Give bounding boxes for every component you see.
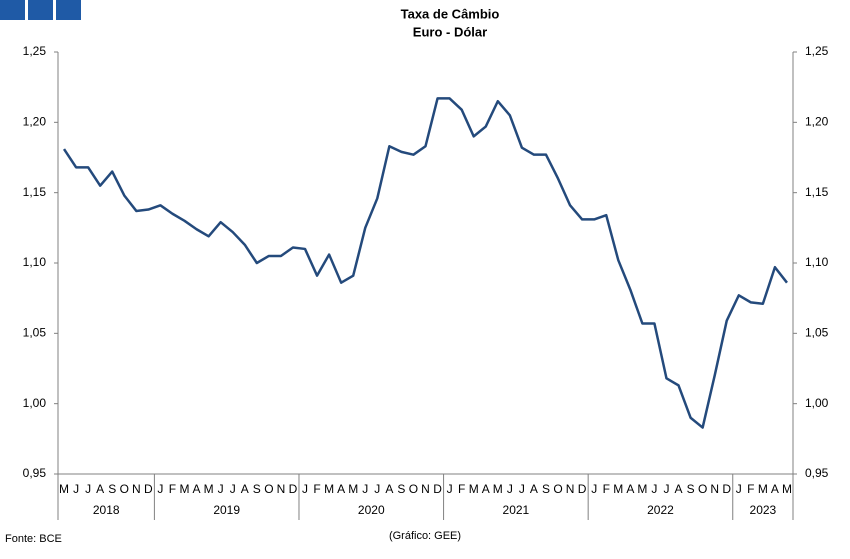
x-tick-label: A [337, 482, 345, 496]
x-tick-label: J [73, 482, 79, 496]
x-tick-label: A [241, 482, 249, 496]
x-tick-label: J [374, 482, 380, 496]
x-tick-label: M [180, 482, 190, 496]
y-tick-label: 1,15 [23, 185, 47, 199]
x-tick-label: A [626, 482, 634, 496]
x-tick-label: J [651, 482, 657, 496]
x-tick-label: O [264, 482, 273, 496]
x-tick-label: S [542, 482, 550, 496]
x-tick-label: S [108, 482, 116, 496]
x-tick-label: M [493, 482, 503, 496]
x-tick-label: J [302, 482, 308, 496]
year-label: 2021 [503, 503, 530, 517]
x-tick-label: J [157, 482, 163, 496]
y2-tick-label: 1,20 [805, 115, 829, 129]
y-tick-label: 1,10 [23, 255, 47, 269]
x-tick-label: A [482, 482, 490, 496]
x-tick-label: J [736, 482, 742, 496]
x-tick-label: O [553, 482, 562, 496]
x-tick-label: F [603, 482, 610, 496]
x-tick-label: D [144, 482, 153, 496]
x-tick-label: F [313, 482, 320, 496]
y2-tick-label: 1,25 [805, 44, 829, 58]
x-tick-label: M [469, 482, 479, 496]
logo-block [56, 0, 81, 20]
x-tick-label: S [397, 482, 405, 496]
data-line [62, 97, 788, 429]
x-tick-label: D [722, 482, 731, 496]
x-tick-label: A [530, 482, 538, 496]
y-tick-label: 1,00 [23, 396, 47, 410]
x-tick-label: N [710, 482, 719, 496]
x-tick-label: F [747, 482, 754, 496]
x-tick-label: D [433, 482, 442, 496]
y2-tick-label: 0,95 [805, 466, 829, 480]
x-tick-label: N [421, 482, 430, 496]
year-label: 2019 [213, 503, 240, 517]
x-tick-label: J [519, 482, 525, 496]
y-tick-label: 1,05 [23, 326, 47, 340]
logo-block [0, 0, 25, 20]
x-tick-label: N [566, 482, 575, 496]
x-tick-label: J [218, 482, 224, 496]
x-tick-label: M [59, 482, 69, 496]
x-tick-label: A [771, 482, 779, 496]
x-tick-label: A [385, 482, 393, 496]
y-tick-label: 0,95 [23, 466, 47, 480]
chart-subtitle: Euro - Dólar [413, 24, 487, 39]
y2-tick-label: 1,05 [805, 326, 829, 340]
x-tick-label: N [132, 482, 141, 496]
x-tick-label: A [675, 482, 683, 496]
x-tick-label: O [698, 482, 707, 496]
x-tick-label: J [230, 482, 236, 496]
y-tick-label: 1,25 [23, 44, 47, 58]
x-tick-label: J [362, 482, 368, 496]
x-tick-label: M [348, 482, 358, 496]
x-tick-label: M [204, 482, 214, 496]
x-tick-label: J [85, 482, 91, 496]
x-tick-label: J [591, 482, 597, 496]
x-tick-label: O [120, 482, 129, 496]
x-tick-label: N [277, 482, 286, 496]
x-tick-label: S [687, 482, 695, 496]
x-tick-label: J [663, 482, 669, 496]
x-tick-label: S [253, 482, 261, 496]
year-label: 2018 [93, 503, 120, 517]
y-tick-label: 1,20 [23, 115, 47, 129]
x-tick-label: J [507, 482, 513, 496]
x-tick-label: M [758, 482, 768, 496]
x-tick-label: D [578, 482, 587, 496]
x-tick-label: F [169, 482, 176, 496]
x-tick-label: J [447, 482, 453, 496]
x-tick-label: M [782, 482, 792, 496]
x-tick-label: F [458, 482, 465, 496]
x-tick-label: M [613, 482, 623, 496]
year-label: 2022 [647, 503, 674, 517]
chart-title: Taxa de Câmbio [401, 6, 500, 21]
x-tick-label: M [324, 482, 334, 496]
x-tick-label: D [289, 482, 298, 496]
x-tick-label: M [637, 482, 647, 496]
x-tick-label: O [409, 482, 418, 496]
logo-block [28, 0, 53, 20]
x-tick-label: A [193, 482, 201, 496]
y2-tick-label: 1,00 [805, 396, 829, 410]
y2-tick-label: 1,15 [805, 185, 829, 199]
x-tick-label: A [96, 482, 104, 496]
source: Fonte: BCE [5, 533, 62, 545]
note: (Gráfico: GEE) [389, 530, 461, 542]
year-label: 2020 [358, 503, 385, 517]
year-label: 2023 [750, 503, 777, 517]
y2-tick-label: 1,10 [805, 255, 829, 269]
